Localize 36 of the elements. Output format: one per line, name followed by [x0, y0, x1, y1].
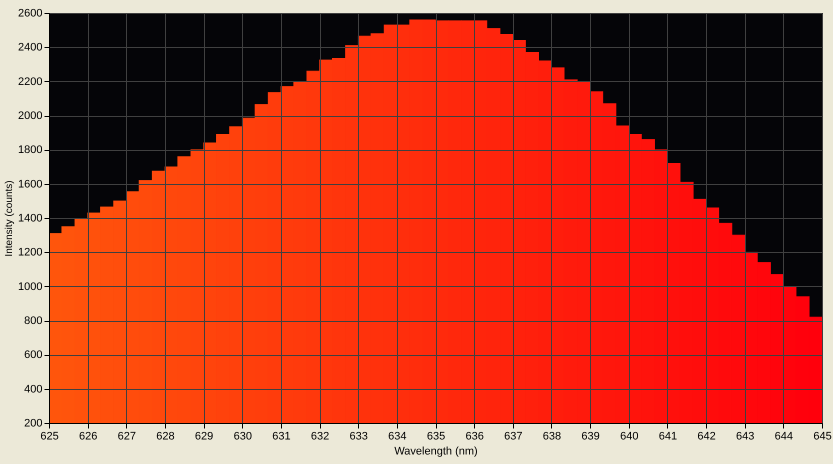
y-tick-label: 2400 — [18, 42, 42, 54]
x-axis-title: Wavelength (nm) — [394, 446, 478, 458]
y-axis-title: Intensity (counts) — [4, 180, 16, 257]
x-tick-label: 635 — [426, 430, 446, 442]
y-tick-label: 200 — [24, 418, 42, 430]
y-tick-label: 1200 — [18, 246, 42, 259]
x-tick-label: 628 — [156, 430, 175, 442]
x-tick-label: 641 — [658, 430, 678, 442]
y-tick-label: 600 — [24, 349, 42, 362]
x-tick-label: 631 — [272, 430, 291, 442]
x-tick-label: 625 — [40, 430, 59, 442]
x-tick-label: 629 — [194, 430, 214, 442]
y-tick-label: 1000 — [18, 280, 42, 293]
x-tick-label: 637 — [504, 430, 522, 442]
x-tick-label: 634 — [388, 430, 407, 442]
y-tick-label: 1400 — [18, 212, 42, 224]
x-tick-label: 643 — [736, 430, 754, 442]
x-tick-label: 640 — [620, 430, 638, 442]
y-tick-label: 800 — [24, 315, 42, 327]
x-tick-label: 632 — [310, 430, 330, 442]
y-tick-label: 2000 — [18, 110, 42, 122]
x-tick-label: 626 — [78, 430, 98, 442]
y-tick-label: 2600 — [18, 8, 42, 20]
x-tick-label: 642 — [697, 430, 716, 442]
x-tick-label: 645 — [813, 430, 832, 442]
x-tick-label: 639 — [581, 430, 600, 442]
y-tick-label: 1800 — [18, 144, 42, 156]
x-tick-label: 644 — [774, 430, 794, 442]
y-tick-label: 2200 — [18, 76, 42, 88]
y-tick-label: 1600 — [18, 178, 42, 190]
y-tick-label: 400 — [24, 383, 42, 396]
x-tick-label: 630 — [234, 430, 252, 442]
x-tick-label: 638 — [542, 430, 562, 442]
x-tick-label: 633 — [350, 430, 368, 442]
x-tick-label: 627 — [118, 430, 136, 442]
x-tick-label: 636 — [465, 430, 484, 442]
